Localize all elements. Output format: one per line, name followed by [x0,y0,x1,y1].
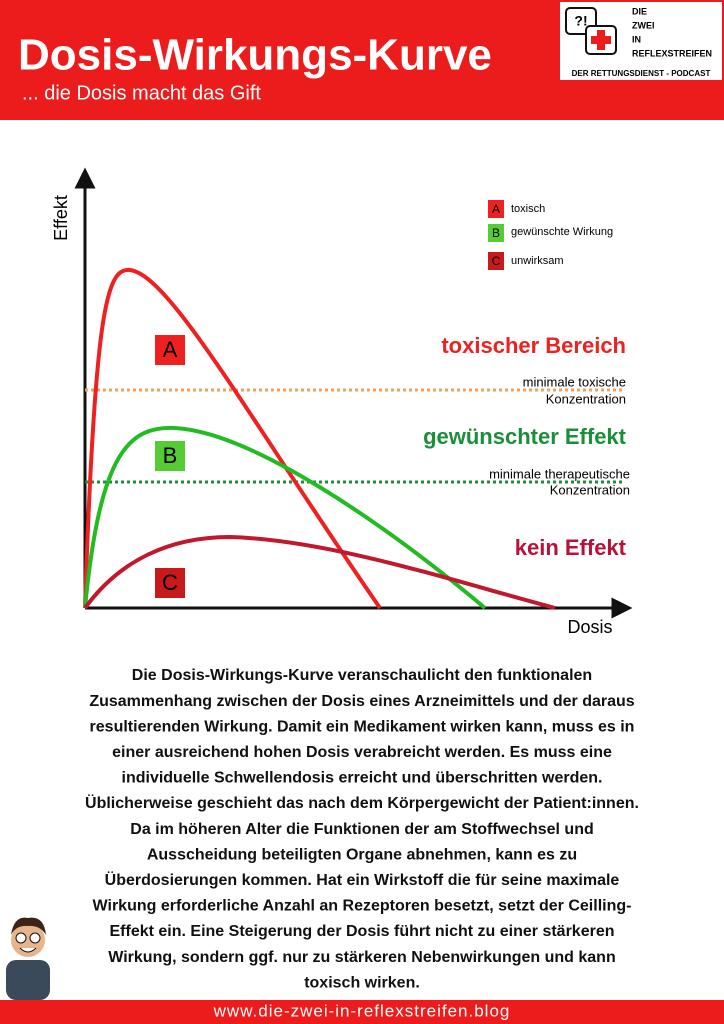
logo-text: IN [632,34,641,44]
zone-label: toxischer Bereich [441,333,626,358]
subtitle: ... die Dosis macht das Gift [22,82,261,104]
threshold-label: Konzentration [550,482,630,497]
body-line: individuelle Schwellendosis erreicht und… [122,770,603,787]
legend-label: toxisch [511,203,545,215]
threshold-label: minimale therapeutische [489,466,630,481]
body-line: Effekt ein. Eine Steigerung der Dosis fü… [110,923,615,940]
body-line: Ausscheidung beteiligten Organe abnehmen… [147,846,577,863]
diagram: Effekt Dosis A B C A toxisch B gewünscht… [51,167,633,637]
body-line: Üblicherweise geschieht das nach dem Kör… [85,793,639,812]
body-line: Die Dosis-Wirkungs-Kurve veranschaulicht… [132,667,592,684]
legend-key: A [492,202,500,216]
body-line: toxisch wirken. [304,974,420,991]
threshold-label: minimale toxische [523,374,626,389]
logo-tagline: DER RETTUNGSDIENST - PODCAST [572,69,711,78]
body-line: Da im höheren Alter die Funktionen der a… [130,821,593,838]
body-line: Überdosierungen kommen. Hat ein Wirkstof… [105,870,620,889]
y-axis-label: Effekt [51,195,71,241]
curve-label: A [163,337,178,362]
body-line: resultierenden Wirkung. Damit ein Medika… [90,718,635,735]
footer-url: www.die-zwei-in-reflexstreifen.blog [213,1001,511,1020]
legend-label: gewünschte Wirkung [511,226,613,238]
body-line: Wirkung erforderliche Anzahl an Rezeptor… [93,898,632,915]
logo-text: DIE [632,6,647,16]
footer-band [0,1000,724,1024]
x-axis-label: Dosis [567,617,612,637]
legend-label: unwirksam [511,255,564,267]
mascot [6,917,50,1000]
body-line: Wirkung, sondern ggf. nur zu stärkeren N… [108,949,615,966]
body-text: Die Dosis-Wirkungs-Kurve veranschaulicht… [85,667,639,991]
logo: ?! DIE ZWEI IN REFLEXSTREIFEN DER RETTUN… [560,2,722,80]
curve-label: C [162,570,178,595]
title: Dosis-Wirkungs-Kurve [18,31,492,80]
body-line: einer ausreichend hohen Dosis verabreich… [112,744,612,761]
zone-label: kein Effekt [515,535,627,560]
legend-key: C [492,254,501,268]
logo-text: REFLEXSTREIFEN [632,48,712,58]
legend-key: B [492,226,500,240]
curve-label: B [163,443,178,468]
logo-text: ZWEI [632,20,655,30]
zone-label: gewünschter Effekt [423,424,627,449]
body-line: Zusammenhang zwischen der Dosis eines Ar… [89,693,634,710]
threshold-label: Konzentration [546,391,626,406]
logo-icon: ?! [574,13,587,29]
